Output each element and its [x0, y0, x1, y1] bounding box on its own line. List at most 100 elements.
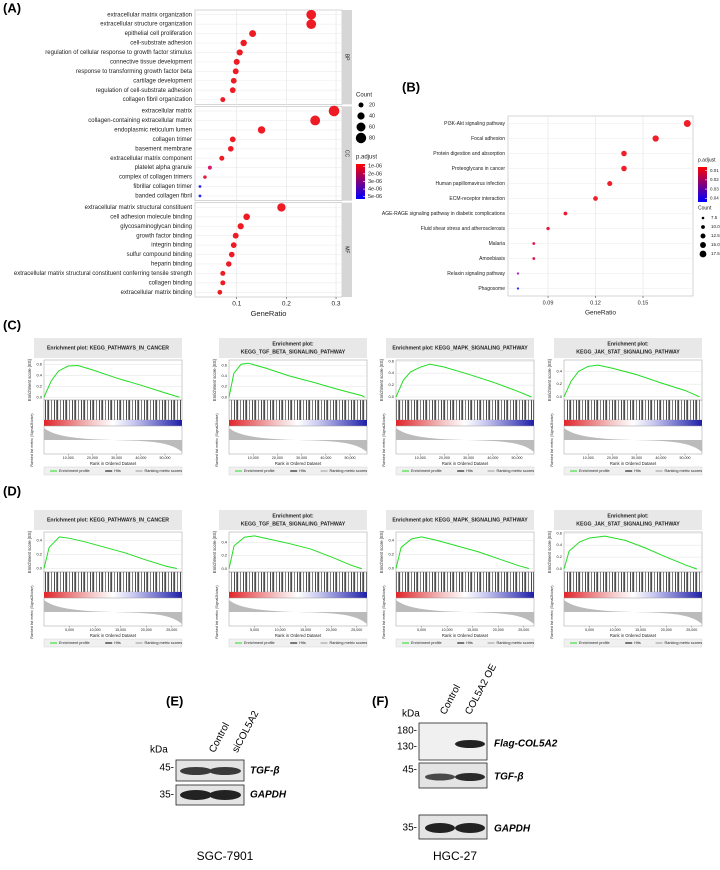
- title-box: [34, 338, 182, 358]
- category-label: Proteoglycans in cancer: [452, 166, 506, 172]
- x-tick-label: 20,000: [87, 456, 98, 460]
- legend-dot: [699, 250, 707, 258]
- es-curve: [395, 363, 532, 398]
- title-box: [219, 510, 367, 530]
- category-label: collagen binding: [149, 280, 192, 286]
- y-axis-title: Enrichment score (ES): [547, 530, 552, 573]
- dot: [516, 287, 520, 290]
- y-axis-title: Ranked list metric (Signal2Noise): [30, 413, 34, 466]
- y-tick-label: 0.0: [388, 394, 394, 399]
- y-tick-label: 0.2: [388, 552, 394, 557]
- x-tick-label: 15,000: [467, 628, 478, 632]
- x-tick-label: 15,000: [300, 628, 311, 632]
- category-label: Focal adhesion: [471, 136, 505, 142]
- y-tick-label: 0.2: [221, 384, 227, 389]
- x-tick-label: 0.1: [232, 301, 241, 308]
- x-axis-title: Rank in Ordered Dataset: [275, 461, 322, 466]
- category-label: cell-substrate adhesion: [130, 41, 192, 47]
- x-tick-label: 10,000: [583, 456, 594, 460]
- hits: [563, 571, 703, 593]
- x-tick-label: 15,000: [635, 628, 646, 632]
- colorbar: [356, 164, 365, 199]
- plot-title: Enrichment plot:: [607, 341, 648, 347]
- hits: [563, 399, 703, 421]
- es-curve: [228, 362, 365, 398]
- legend-box: [228, 638, 368, 648]
- y-tick-label: 0.4: [556, 542, 562, 547]
- x-tick-label: 30,000: [631, 456, 642, 460]
- legend-label: 60: [369, 124, 375, 130]
- y-axis-title: Enrichment score (ES): [212, 358, 217, 401]
- dot: [306, 9, 317, 20]
- marker: 45-: [403, 765, 417, 776]
- legend-label: Enrichment profile: [59, 469, 90, 473]
- panel: [507, 115, 694, 297]
- dot: [228, 251, 235, 258]
- y-axis-title: Enrichment score (ES): [379, 358, 384, 401]
- marker: 35-: [160, 790, 174, 801]
- metric-area: [44, 428, 182, 452]
- category-label: Amoebiasis: [479, 256, 505, 262]
- category-label: basement membrane: [135, 146, 192, 152]
- category-label: heparin binding: [151, 262, 192, 268]
- category-label: collagen fibril organization: [123, 97, 192, 103]
- x-tick-label: 0.15: [638, 300, 649, 306]
- rank-colorbar: [396, 592, 534, 598]
- legend-label: Ranking metric scores: [665, 469, 703, 473]
- x-tick-label: 0.12: [590, 300, 601, 306]
- dot: [240, 39, 247, 47]
- x-tick-label: 30,000: [296, 456, 307, 460]
- hits: [43, 399, 183, 421]
- y-axis-title: Ranked list metric (Signal2Noise): [382, 413, 386, 466]
- x-tick-label: 0.2: [282, 301, 291, 308]
- es-panel: [43, 531, 183, 573]
- western-f: Control COL5A2 OE kDa 180- 130- 45- 35- …: [397, 662, 558, 863]
- es-panel: [43, 359, 183, 401]
- dot: [229, 87, 236, 94]
- rank-colorbar: [564, 420, 702, 426]
- es-panel: [228, 531, 368, 573]
- unit: kDa: [150, 745, 168, 756]
- x-axis-title: Rank in Ordered Dataset: [90, 461, 137, 466]
- y-tick-label: 0.2: [36, 552, 42, 557]
- legend-label: 80: [369, 135, 375, 141]
- panel-label: (A): [3, 0, 21, 15]
- metric-area: [229, 600, 367, 624]
- panel-label: (E): [166, 693, 183, 708]
- x-tick-label: 0.09: [543, 300, 554, 306]
- dot: [277, 203, 286, 212]
- x-tick-label: 10,000: [610, 628, 621, 632]
- y-tick-label: 0.0: [36, 394, 42, 399]
- legend-label: Ranking metric scores: [145, 641, 183, 645]
- legend-label: 0.04: [710, 196, 719, 201]
- band: [455, 740, 485, 748]
- dot: [232, 68, 239, 75]
- x-tick-label: 40,000: [320, 456, 331, 460]
- legend-label: Hits: [466, 469, 473, 473]
- category-label: extracellular matrix: [142, 109, 192, 115]
- category-label: epithelial cell proliferation: [125, 31, 192, 37]
- es-curve: [43, 364, 180, 398]
- y-tick-label: 0.2: [388, 382, 394, 387]
- category-label: complex of collagen trimers: [119, 175, 192, 181]
- metric-area: [564, 600, 702, 624]
- x-tick-label: 25,000: [351, 628, 362, 632]
- plot-title: KEGG_JAK_STAT_SIGNALING_PATHWAY: [576, 521, 680, 527]
- legend-box: [563, 466, 703, 476]
- dot: [249, 30, 257, 38]
- y-tick-label: 0.4: [556, 368, 562, 373]
- hits: [395, 571, 535, 593]
- panel-label: (B): [402, 79, 420, 94]
- facet-label: CC: [344, 150, 350, 158]
- es-curve: [563, 535, 698, 570]
- dot: [198, 194, 202, 198]
- dot: [207, 165, 212, 170]
- dot: [607, 180, 613, 187]
- category-label: fibrillar collagen trimer: [133, 184, 192, 190]
- y-tick-label: 0.2: [36, 383, 42, 388]
- y-tick-label: 0.4: [36, 537, 42, 542]
- category-label: sulfur compound binding: [127, 252, 192, 258]
- x-axis-title: GeneRatio: [251, 309, 287, 318]
- y-tick-label: 0.4: [388, 537, 394, 542]
- y-tick-label: 0.2: [556, 554, 562, 559]
